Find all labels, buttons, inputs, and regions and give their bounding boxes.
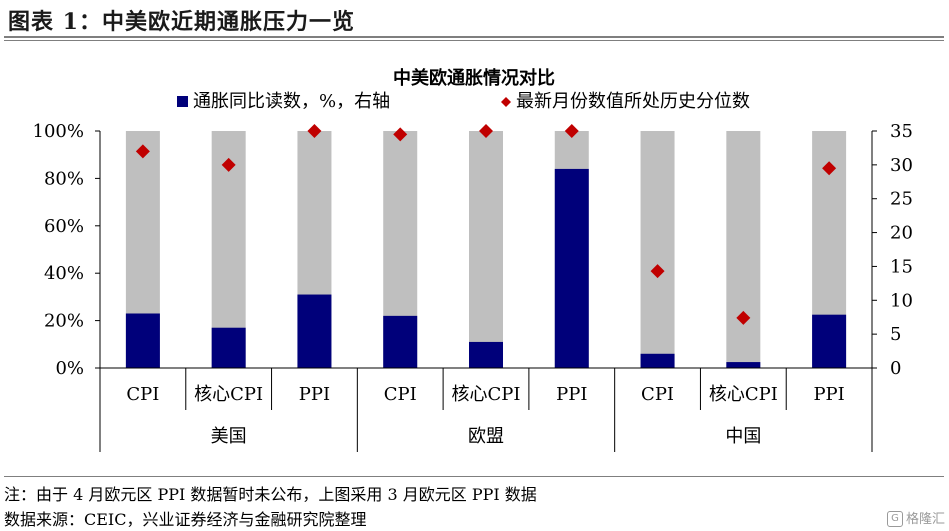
diamond-point-8 [822,161,837,176]
x-tick-label: CPI [641,384,674,405]
diamond-point-7 [736,310,751,325]
x-group-label: 欧盟 [468,426,504,447]
y-left-tick-label: 0% [55,358,84,379]
diamond-point-0 [135,144,150,159]
y-right-tick-label: 25 [890,189,913,210]
gelonghui-logo-icon: G [886,511,903,527]
diamond-point-1 [221,157,236,172]
bar-2 [297,294,332,368]
background-bar [469,131,503,368]
legend-swatch-diamond [501,97,511,107]
x-tick-label: CPI [126,384,159,405]
y-left-tick-label: 20% [44,311,84,332]
x-tick-label: 核心CPI [194,384,263,405]
title-rule-thin [4,40,944,41]
y-right-tick-label: 15 [890,256,913,277]
x-tick-label: PPI [299,384,330,405]
y-right-tick-label: 30 [890,155,913,176]
legend-label-bar: 通胀同比读数，%，右轴 [193,91,390,112]
plot-area: 0% 20% 40% 60% 80% 100% 0 5 10 15 20 25 30 35 CPI 核心CPI… [33,121,913,452]
x-tick-label: PPI [556,384,587,405]
y-left-tick-label: 60% [44,216,84,237]
x-tick-label: 核心CPI [452,384,521,405]
x-group-label: 中国 [725,426,761,447]
background-bar [726,131,761,368]
bar-1 [211,327,246,368]
bar-8 [812,314,847,368]
y-right-tick-label: 35 [890,121,913,142]
y-right-tick-label: 0 [890,358,901,379]
chart: 中美欧通胀情况对比 通胀同比读数，%，右轴 最新月份数值所处历史分位数 0% 20%… [33,67,913,452]
diamond-point-6 [650,264,665,279]
legend-swatch-bar [177,96,188,107]
bar-3 [383,315,418,368]
watermark: G 格隆汇 [886,508,945,527]
bar-4 [469,341,503,368]
background-bar [640,131,675,368]
diamond-point-2 [307,124,322,138]
x-group-label: 美国 [211,426,247,447]
figure-title: 图表 1：中美欧近期通胀压力一览 [8,9,355,35]
bar-0 [125,313,160,368]
bar-5 [554,168,589,368]
x-tick-label: CPI [384,384,417,405]
y-left-tick-label: 40% [44,263,84,284]
diamond-point-5 [564,124,579,138]
footnote-note: 注：由于 4 月欧元区 PPI 数据暂时未公布，上图采用 3 月欧元区 PPI … [4,485,537,504]
diamond-point-4 [479,124,493,138]
footnote-source: 数据来源：CEIC，兴业证券经济与金融研究院整理 [4,510,367,529]
chart-title: 中美欧通胀情况对比 [393,67,555,89]
legend-label-diamond: 最新月份数值所处历史分位数 [516,91,750,112]
x-tick-label: PPI [813,384,844,405]
diamond-point-3 [393,127,408,142]
bar-7 [726,362,761,368]
y-right-tick-label: 20 [890,223,913,244]
y-right-tick-label: 5 [890,324,901,345]
y-right-tick-label: 10 [890,290,913,311]
title-rule [4,36,944,38]
footnote-rule [4,476,944,477]
bar-6 [640,353,675,368]
y-left-tick-label: 100% [33,121,84,142]
y-left-tick-label: 80% [44,168,84,189]
legend: 通胀同比读数，%，右轴 最新月份数值所处历史分位数 [177,91,750,112]
x-tick-label: 核心CPI [709,384,778,405]
watermark-text: 格隆汇 [905,511,945,527]
